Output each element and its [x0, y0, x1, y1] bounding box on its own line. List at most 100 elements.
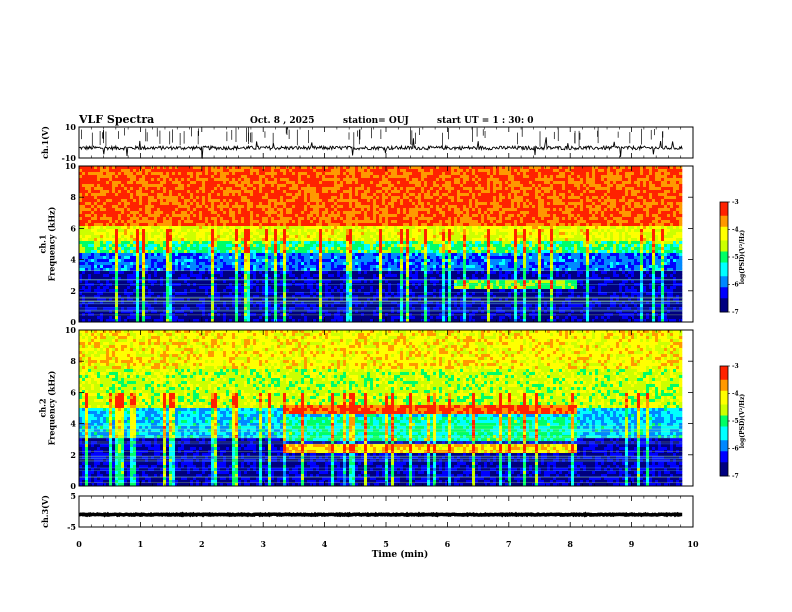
y-axis-label: ch.3(V)	[40, 495, 50, 528]
colorbar-swatch	[720, 218, 728, 222]
colorbar-swatch	[720, 421, 728, 425]
ch1-waveform-panel: 10 -10 ch.1(V)	[40, 122, 694, 163]
colorbar-swatch	[720, 237, 728, 241]
colorbar-swatch	[720, 418, 728, 422]
x-tick-label: 4	[322, 539, 328, 549]
colorbar-swatch	[720, 388, 728, 392]
colorbar-swatch	[720, 445, 728, 449]
colorbar-swatch	[720, 467, 728, 471]
colorbar-swatch	[720, 204, 728, 208]
y-tick-label: 6	[70, 223, 76, 233]
y-tick-label: 4	[70, 255, 76, 265]
figure-title: VLF Spectra	[78, 113, 154, 126]
colorbar-swatch	[720, 390, 728, 394]
header-start-ut: start UT = 1 : 30: 0	[437, 116, 534, 126]
colorbar-swatch	[720, 396, 728, 400]
colorbar-swatch	[720, 410, 728, 414]
x-axis-label: Time (min)	[372, 549, 429, 560]
ch1-spectrogram-panel: 0 2 4 6 8 10 ch.1Frequency (kHz)	[38, 161, 694, 327]
colorbar-swatch	[720, 240, 728, 244]
colorbar-swatch	[720, 374, 728, 378]
colorbar-swatch	[720, 254, 728, 258]
colorbar-ch1: -3 -4 -5 -6 -7 log(PSD)(V²/Hz)	[719, 199, 746, 316]
y-tick-label: 0	[70, 317, 76, 327]
y-tick-label: 10	[65, 122, 77, 132]
colorbar-tick-label: -5	[732, 254, 739, 261]
colorbar-swatch	[720, 401, 728, 405]
y-tick-label: 8	[70, 356, 76, 366]
colorbar-swatch	[720, 246, 728, 250]
ch2-spectrogram-panel: 0 2 4 6 8 10 ch.2Frequency (kHz)	[38, 325, 694, 491]
colorbar-swatch	[720, 465, 728, 469]
x-tick-label: 5	[383, 539, 389, 549]
colorbar-swatch	[720, 268, 728, 272]
y-tick-label: 0	[70, 481, 76, 491]
colorbar-swatch	[720, 303, 728, 307]
x-tick-label: 10	[687, 539, 699, 549]
y-tick-label: 10	[65, 161, 77, 171]
y-axis-label: ch.1(V)	[40, 126, 50, 159]
colorbar-swatch	[720, 404, 728, 408]
colorbar-swatch	[720, 221, 728, 225]
colorbar-swatch	[720, 437, 728, 441]
x-tick-label: 8	[567, 539, 573, 549]
colorbar-swatch	[720, 423, 728, 427]
y-tick-label: 2	[70, 286, 76, 296]
colorbar-swatch	[720, 215, 728, 219]
colorbar-swatch	[720, 224, 728, 228]
colorbar-swatch	[720, 248, 728, 252]
colorbar-swatch	[720, 309, 728, 313]
y-tick-label: -5	[67, 522, 76, 532]
colorbar-swatch	[720, 210, 728, 214]
colorbar-tick-label: -5	[732, 418, 739, 425]
colorbar-swatch	[720, 287, 728, 291]
colorbar-swatch	[720, 226, 728, 230]
y-axis-label: ch.1Frequency (kHz)	[38, 206, 57, 281]
spectrogram-cells	[79, 330, 683, 487]
time-axis: 0 1 2 3 4 5 6 7 8 9 10	[76, 539, 699, 549]
header-station: station= OUJ	[343, 116, 409, 126]
x-tick-label: 7	[506, 539, 512, 549]
y-tick-label: 10	[65, 325, 77, 335]
x-tick-label: 6	[445, 539, 451, 549]
colorbar-swatch	[720, 459, 728, 463]
colorbar-tick-label: -3	[732, 199, 739, 206]
colorbar-swatch	[720, 232, 728, 236]
colorbar-swatch	[720, 456, 728, 460]
colorbar-swatch	[720, 377, 728, 381]
colorbar-swatch	[720, 276, 728, 280]
y-tick-label: -10	[62, 153, 77, 163]
colorbar-label: log(PSD)(V²/Hz)	[739, 230, 746, 285]
colorbar-swatch	[720, 301, 728, 305]
colorbar-swatch	[720, 399, 728, 403]
colorbar-swatch	[720, 235, 728, 239]
colorbar-swatch	[720, 270, 728, 274]
x-tick-label: 1	[138, 539, 144, 549]
colorbar-swatch	[720, 306, 728, 310]
colorbar-swatch	[720, 415, 728, 419]
colorbar-swatch	[720, 265, 728, 269]
colorbar-swatch	[720, 279, 728, 283]
header-date: Oct. 8 , 2025	[250, 116, 314, 126]
colorbar-swatch	[720, 259, 728, 263]
colorbar-swatch	[720, 379, 728, 383]
colorbar-tick-label: -6	[732, 282, 739, 289]
x-tick-label: 0	[76, 539, 82, 549]
colorbar-swatch	[720, 257, 728, 261]
colorbar-swatch	[720, 385, 728, 389]
colorbar-swatch	[720, 412, 728, 416]
colorbar-tick-label: -7	[732, 309, 739, 316]
colorbar-swatch	[720, 432, 728, 436]
waveform-trace	[78, 137, 683, 159]
colorbar-swatch	[720, 448, 728, 452]
colorbar-swatch	[720, 440, 728, 444]
y-tick-label: 5	[70, 491, 76, 501]
colorbar-swatch	[720, 473, 728, 477]
colorbar-swatch	[720, 229, 728, 233]
colorbar-swatch	[720, 251, 728, 255]
colorbar-swatch	[720, 371, 728, 375]
y-tick-label: 2	[70, 450, 76, 460]
colorbar-swatch	[720, 470, 728, 474]
colorbar-swatch	[720, 426, 728, 430]
